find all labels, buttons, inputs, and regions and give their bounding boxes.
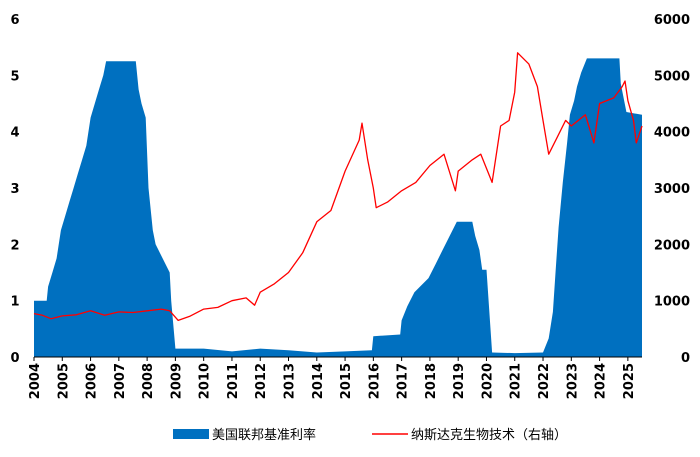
x-tick-label: 2022 — [537, 363, 552, 399]
right-tick-label: 5000 — [654, 69, 690, 84]
legend-label-nasdaq: 纳斯达克生物技术（右轴） — [411, 428, 567, 443]
right-tick-label: 2000 — [654, 238, 690, 253]
x-tick-label: 2009 — [169, 363, 184, 399]
x-tick-label: 2015 — [339, 363, 354, 399]
x-tick-label: 2007 — [113, 363, 128, 399]
x-tick-label: 2008 — [141, 363, 156, 399]
right-axis-ticks: 0 1000 2000 3000 4000 5000 6000 — [654, 13, 690, 366]
x-axis-ticks: 2004 2005 2006 2007 2008 2009 2010 2011 2012 2013… — [28, 357, 637, 399]
right-tick-label: 4000 — [654, 126, 690, 141]
nasdaq-line-series — [33, 52, 643, 322]
left-tick-label: 3 — [10, 182, 19, 197]
right-tick-label: 1000 — [654, 295, 690, 310]
x-tick-label: 2025 — [622, 363, 637, 399]
nasdaq-line-layer — [33, 52, 643, 322]
x-tick-label: 2010 — [198, 363, 213, 399]
right-tick-label: 3000 — [654, 182, 690, 197]
x-tick-label: 2004 — [28, 363, 43, 399]
x-tick-label: 2005 — [56, 363, 71, 399]
x-tick-label: 2018 — [424, 363, 439, 399]
x-tick-label: 2024 — [594, 363, 609, 399]
x-tick-label: 2011 — [226, 363, 241, 399]
legend: 美国联邦基准利率 纳斯达克生物技术（右轴） — [173, 427, 567, 443]
left-tick-label: 6 — [10, 13, 19, 28]
left-tick-label: 1 — [10, 295, 19, 310]
x-tick-label: 2021 — [509, 363, 524, 399]
legend-swatch-rate — [173, 429, 209, 439]
x-tick-label: 2020 — [480, 363, 495, 399]
x-tick-label: 2006 — [85, 363, 100, 399]
x-tick-label: 2013 — [283, 363, 298, 399]
left-tick-label: 0 — [10, 351, 19, 366]
left-axis-ticks: 0 1 2 3 4 5 6 — [10, 13, 19, 366]
x-tick-label: 2012 — [254, 363, 269, 399]
x-tick-label: 2019 — [452, 363, 467, 399]
left-tick-label: 4 — [10, 126, 19, 141]
right-tick-label: 0 — [681, 351, 690, 366]
legend-label-rate: 美国联邦基准利率 — [212, 427, 316, 443]
x-tick-label: 2014 — [311, 363, 326, 399]
left-tick-label: 5 — [10, 69, 19, 84]
rate-area-series — [34, 58, 642, 358]
right-tick-label: 6000 — [654, 13, 690, 28]
x-tick-label: 2016 — [367, 363, 382, 399]
x-tick-label: 2017 — [396, 363, 411, 399]
rate-area-layer — [34, 58, 642, 358]
left-tick-label: 2 — [10, 238, 19, 253]
x-tick-label: 2023 — [565, 363, 580, 399]
